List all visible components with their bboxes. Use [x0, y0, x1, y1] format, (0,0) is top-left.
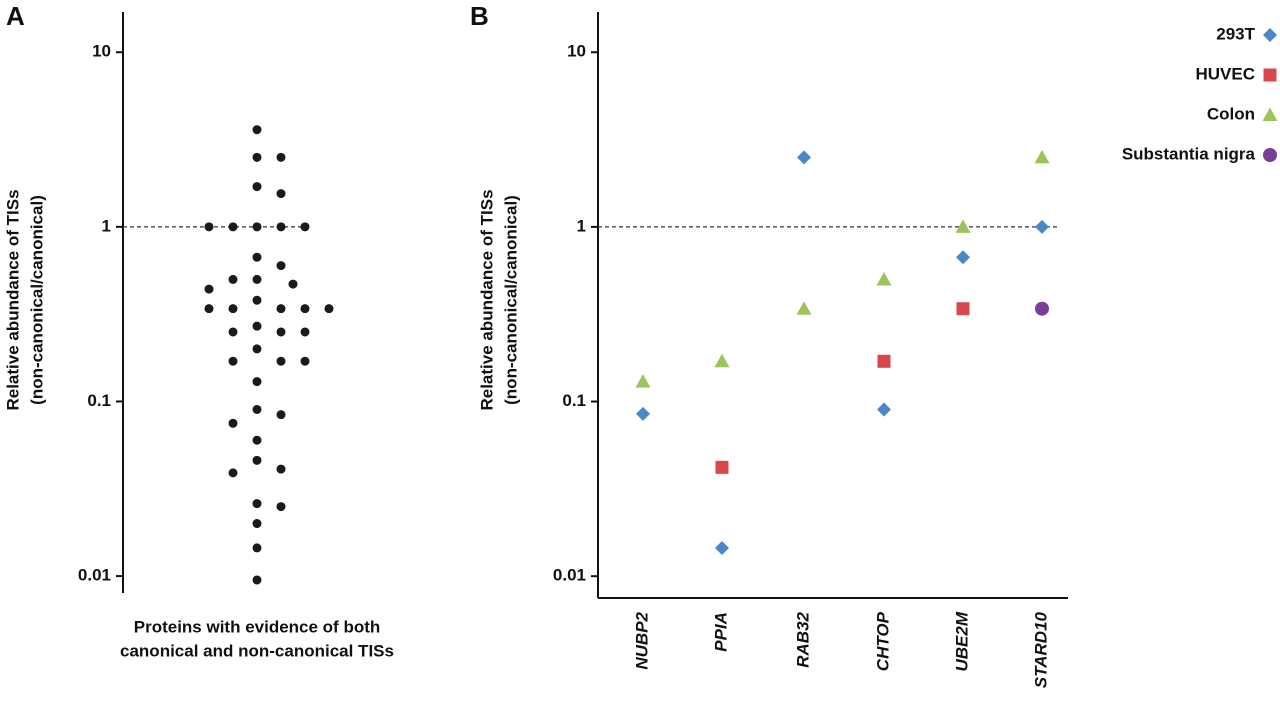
dot — [228, 274, 238, 284]
legend-label: Substantia nigra — [1122, 144, 1256, 163]
dot — [252, 499, 262, 509]
dot — [252, 435, 262, 445]
marker — [715, 540, 729, 555]
y-tick-label: 1 — [102, 216, 111, 235]
dot — [228, 327, 238, 337]
dot — [252, 252, 262, 262]
dot — [252, 377, 262, 387]
marker — [877, 402, 891, 417]
y-axis-label: (non-canonical/canonical) — [27, 195, 46, 405]
y-tick-label: 10 — [92, 42, 111, 61]
dot — [276, 304, 286, 314]
marker — [876, 271, 892, 286]
dot — [300, 327, 310, 337]
marker — [1034, 149, 1050, 164]
marker — [1263, 148, 1277, 162]
dot — [276, 261, 286, 271]
dot — [324, 304, 334, 314]
dot — [204, 222, 214, 232]
y-tick-label: 0.1 — [562, 391, 586, 410]
dot — [252, 519, 262, 529]
x-axis-label: canonical and non-canonical TISs — [120, 641, 394, 660]
y-tick-label: 0.1 — [87, 391, 111, 410]
dot — [276, 152, 286, 162]
dot — [228, 418, 238, 428]
dot — [252, 575, 262, 585]
dot — [276, 189, 286, 199]
dot — [252, 182, 262, 192]
dot — [204, 304, 214, 314]
dot — [204, 284, 214, 294]
dot — [276, 356, 286, 366]
dot — [252, 274, 262, 284]
dot — [300, 304, 310, 314]
marker — [1035, 219, 1049, 234]
y-tick-label: 0.01 — [553, 566, 586, 585]
y-axis-label: Relative abundance of TISs — [3, 189, 22, 410]
y-tick-label: 0.01 — [78, 566, 111, 585]
legend-label: 293T — [1216, 24, 1255, 43]
marker — [956, 302, 970, 316]
y-axis-label: (non-canonical/canonical) — [501, 195, 520, 405]
panel-label: B — [470, 1, 489, 31]
dot — [252, 404, 262, 414]
marker — [714, 353, 730, 368]
dot — [252, 295, 262, 305]
dot — [300, 222, 310, 232]
legend-label: HUVEC — [1195, 64, 1255, 83]
dot — [228, 468, 238, 478]
marker — [1262, 107, 1278, 121]
x-tick-label: UBE2M — [952, 611, 971, 671]
marker — [877, 354, 891, 368]
dot — [228, 222, 238, 232]
dot — [276, 464, 286, 474]
dot — [252, 455, 262, 465]
dot — [252, 125, 262, 135]
dot — [252, 543, 262, 553]
marker — [796, 301, 812, 315]
x-tick-label: NUBP2 — [632, 611, 651, 669]
x-tick-label: RAB32 — [793, 611, 812, 667]
x-tick-label: PPIA — [711, 612, 730, 652]
marker — [1263, 28, 1277, 42]
marker — [797, 150, 811, 165]
marker — [635, 374, 651, 388]
dot — [252, 344, 262, 354]
marker — [956, 250, 970, 265]
y-tick-label: 1 — [577, 216, 586, 235]
marker — [1263, 68, 1277, 82]
dot — [276, 222, 286, 232]
dot — [228, 304, 238, 314]
marker — [636, 406, 650, 421]
marker — [715, 460, 729, 474]
legend-label: Colon — [1207, 104, 1255, 123]
marker — [955, 219, 971, 233]
dot — [288, 279, 298, 289]
dot — [276, 327, 286, 337]
dot — [252, 321, 262, 331]
dot — [300, 356, 310, 366]
y-tick-label: 10 — [567, 42, 586, 61]
dot — [252, 222, 262, 232]
x-tick-label: STARD10 — [1031, 611, 1050, 688]
x-tick-label: CHTOP — [873, 611, 892, 671]
dot — [252, 152, 262, 162]
dot — [228, 356, 238, 366]
x-axis-label: Proteins with evidence of both — [134, 617, 381, 636]
marker — [1035, 301, 1049, 316]
dot — [276, 410, 286, 420]
panel-label: A — [6, 1, 25, 31]
dot — [276, 502, 286, 512]
y-axis-label: Relative abundance of TISs — [477, 189, 496, 410]
